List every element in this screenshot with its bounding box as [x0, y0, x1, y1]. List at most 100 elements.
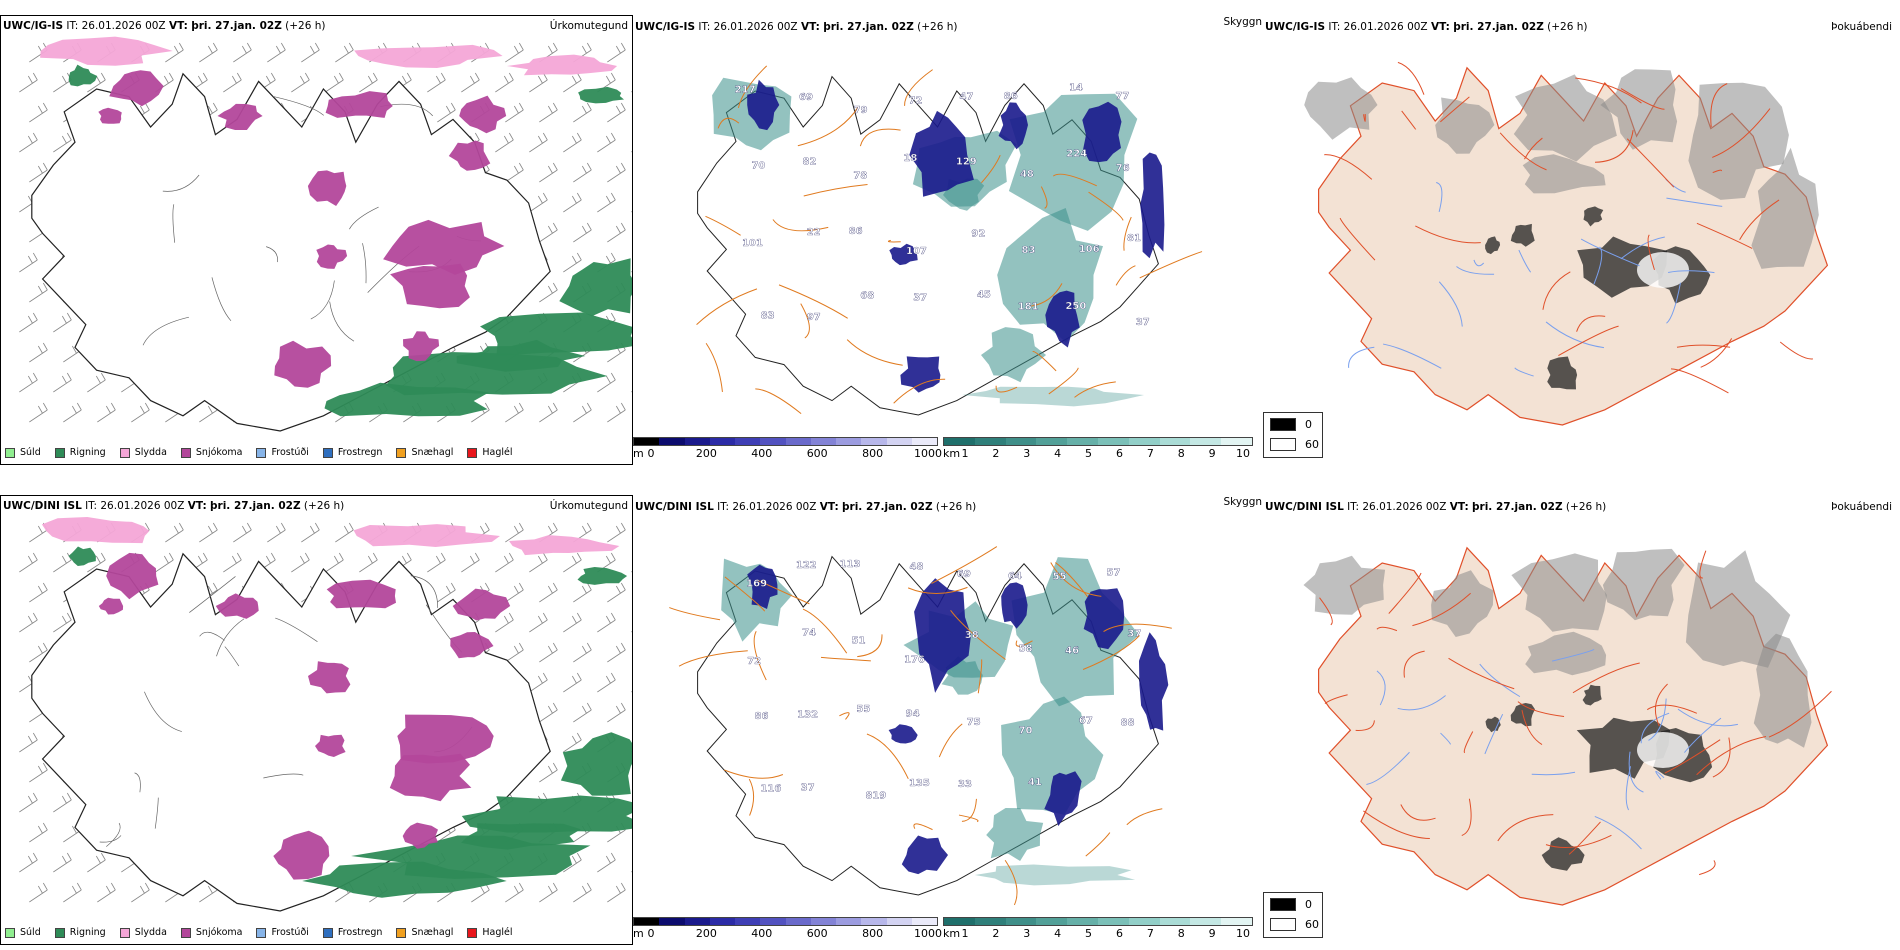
road [839, 712, 850, 720]
colorbar-tick: 1000 [914, 927, 942, 940]
road [1676, 344, 1731, 348]
road [1355, 720, 1375, 731]
cloud-base-label: 74 [802, 627, 816, 638]
colorbar-unit: km [943, 447, 961, 460]
panel-header: UWC/IG-IS IT: 26.01.2026 00Z VT: þri. 27… [1265, 21, 1588, 33]
terrain-contour [362, 243, 367, 284]
terrain-contour [199, 631, 225, 641]
wind-barb [359, 552, 378, 573]
precip-map [19, 36, 632, 432]
terrain-contour [272, 96, 324, 116]
colorbar-tick: 800 [862, 447, 884, 460]
road [737, 65, 768, 109]
road [1440, 96, 1470, 123]
road [977, 659, 983, 694]
road [1415, 225, 1481, 244]
wind-barb [461, 72, 480, 93]
colorbar-tick: 0 [647, 447, 655, 460]
colorbar-tick: 0 [647, 927, 655, 940]
wind-barb [63, 882, 82, 903]
river [1518, 249, 1532, 273]
low-visibility-area [962, 386, 1144, 407]
cloud-base-label: 48 [909, 562, 923, 573]
fog-map [1304, 61, 1829, 426]
terrain-contour [263, 773, 304, 779]
wind-barb [539, 642, 558, 663]
legend-label: Frostregn [337, 447, 383, 458]
fog-legend: 0 60 [1263, 892, 1323, 938]
rain-area [461, 823, 581, 850]
wind-barb [607, 222, 626, 243]
legend-item: Haglél [467, 447, 513, 458]
wind-barb [505, 522, 524, 543]
river [1668, 270, 1715, 274]
fog-panel-bottom: UWC/DINI ISL IT: 26.01.2026 00Z VT: þri.… [1263, 495, 1900, 945]
road [1115, 265, 1136, 286]
terrain-contour [106, 822, 121, 847]
height-colorbar: m 0 200 400 600 800 1000 [633, 917, 942, 943]
terrain-contour [216, 618, 245, 657]
cloud-base-label: 55 [856, 704, 870, 715]
low-visibility-area [997, 208, 1103, 343]
wind-barb [529, 72, 548, 93]
river [1438, 281, 1463, 327]
cloud-base-area [747, 564, 778, 609]
road [757, 579, 810, 605]
legend-label: Snjókoma [195, 447, 243, 458]
road [1324, 154, 1373, 180]
legend-swatch [5, 927, 15, 938]
road [1015, 640, 1033, 647]
road [1575, 77, 1642, 104]
road [931, 546, 998, 584]
colorbar-tick: 9 [1208, 927, 1216, 940]
wind-barb [359, 72, 378, 93]
snow-area [383, 219, 505, 275]
river [1628, 751, 1644, 793]
wind-barb [29, 402, 48, 423]
fog-signal-area [1583, 206, 1604, 227]
road [1647, 234, 1655, 270]
rain-area [577, 567, 628, 585]
road [1085, 832, 1111, 857]
road [696, 288, 758, 325]
road [1558, 325, 1619, 357]
wind-barb [539, 162, 558, 183]
terrain-shade [1435, 97, 1495, 154]
wind-barb [607, 642, 626, 663]
wind-barb [573, 162, 592, 183]
road [1698, 860, 1716, 876]
cloud-base-label: 86 [1004, 91, 1018, 102]
fog-signal-area [1582, 684, 1602, 706]
wind-barb [529, 612, 548, 633]
road [1074, 381, 1116, 398]
legend-swatch [54, 447, 65, 458]
river [1593, 246, 1603, 285]
wind-barb [563, 72, 582, 93]
road [1048, 367, 1079, 395]
road [802, 608, 848, 654]
low-visibility-area [981, 327, 1047, 383]
snow-area [217, 103, 263, 130]
wind-barb [607, 882, 626, 903]
rain-area [456, 339, 586, 372]
road [800, 303, 810, 339]
wind-barb [155, 552, 174, 573]
legend-swatch [322, 927, 333, 938]
terrain-contour [189, 576, 236, 613]
road [995, 385, 1018, 393]
road [1403, 650, 1425, 678]
cloud-base-label: 79 [854, 105, 868, 116]
river [1551, 648, 1595, 662]
colorbar-tick: 200 [695, 927, 717, 940]
road [859, 128, 901, 147]
cloud-base-label: 217 [735, 84, 756, 95]
wind-barb [87, 852, 106, 873]
wind-barb [335, 42, 354, 63]
road [1319, 597, 1333, 626]
colorbar-unit: m [633, 447, 644, 460]
wind-barb [223, 72, 242, 93]
road [1103, 623, 1172, 632]
wind-barb [97, 882, 116, 903]
road [1700, 338, 1733, 368]
wind-barb [563, 612, 582, 633]
